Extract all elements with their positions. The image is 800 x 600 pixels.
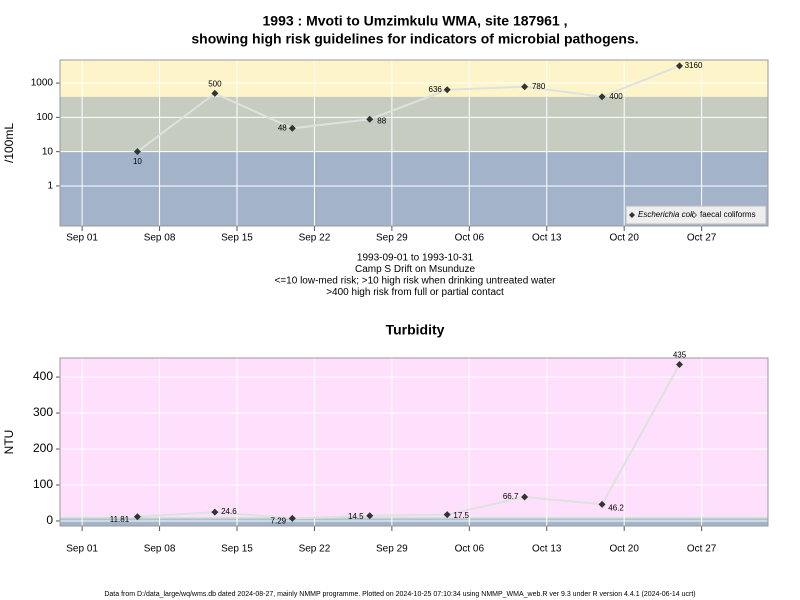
y-tick-label: 100 (33, 477, 53, 491)
data-point (443, 511, 451, 519)
risk-band (60, 96, 768, 152)
data-point (676, 360, 683, 368)
y-tick-label: 10 (42, 146, 54, 157)
y-tick-label: 0 (46, 513, 53, 527)
subtitle: <=10 low-med risk; >10 high risk when dr… (275, 276, 557, 287)
data-label: 48 (278, 123, 287, 132)
footer: Data from D:/data_large/wq/wms.db dated … (104, 591, 695, 598)
risk-band (60, 519, 768, 526)
series-line (136, 64, 680, 153)
data-point (598, 500, 606, 508)
data-point (211, 89, 219, 97)
subtitle: Camp S Drift on Msunduze (355, 264, 475, 275)
plot-frame (59, 357, 769, 527)
plot-frame (59, 59, 769, 227)
data-point (211, 508, 219, 516)
y-axis-label: /100mL (2, 123, 16, 163)
legend-label: faecal coliforms (700, 210, 756, 219)
data-label: 66.7 (503, 492, 519, 501)
data-label: 3160 (685, 61, 703, 70)
x-tick-label: Sep 01 (66, 233, 98, 244)
x-tick-label: Oct 27 (687, 233, 717, 244)
x-tick-label: Oct 20 (609, 233, 639, 244)
chart-title: showing high risk guidelines for indicat… (191, 31, 638, 47)
legend-marker (691, 212, 697, 218)
x-tick-label: Sep 22 (299, 544, 331, 555)
x-tick-label: Sep 22 (299, 233, 331, 244)
series-line (137, 363, 681, 520)
chart-title: Turbidity (386, 322, 445, 338)
data-point (598, 93, 606, 101)
x-tick-label: Oct 06 (455, 233, 485, 244)
y-tick-label: 300 (33, 405, 53, 419)
data-point (676, 62, 683, 70)
x-tick-label: Sep 01 (66, 544, 98, 555)
data-point (288, 514, 296, 522)
data-label: 14.5 (348, 512, 364, 521)
data-label: 435 (673, 351, 687, 360)
x-tick-label: Sep 08 (144, 233, 176, 244)
x-tick-label: Sep 15 (221, 544, 253, 555)
data-label: 636 (429, 85, 443, 94)
x-tick-label: Sep 08 (144, 544, 176, 555)
data-point (288, 124, 296, 132)
data-label: 11.81 (110, 515, 130, 524)
legend-box (625, 205, 767, 225)
x-tick-label: Oct 20 (609, 544, 639, 555)
risk-band (60, 60, 768, 97)
data-label: 780 (532, 82, 546, 91)
y-tick-label: 100 (36, 112, 53, 123)
data-point (133, 148, 141, 156)
data-label: 46.2 (608, 503, 624, 512)
data-label: 10 (133, 157, 142, 166)
legend-marker (629, 212, 635, 218)
y-axis-label: NTU (2, 430, 16, 455)
data-label: 500 (208, 79, 222, 88)
data-point (133, 513, 141, 521)
data-label: 88 (377, 116, 386, 125)
risk-band (60, 358, 768, 518)
x-tick-label: Sep 29 (376, 544, 408, 555)
data-point (443, 86, 451, 94)
chart-title: 1993 : Mvoti to Umzimkulu WMA, site 1879… (263, 13, 568, 29)
x-tick-label: Sep 29 (376, 233, 408, 244)
data-label: 400 (609, 92, 623, 101)
x-tick-label: Oct 13 (532, 544, 562, 555)
y-tick-label: 1000 (31, 78, 54, 89)
data-point (521, 493, 529, 501)
data-label: 7.29 (271, 516, 287, 525)
y-tick-label: 1 (47, 181, 53, 192)
x-tick-label: Oct 06 (455, 544, 485, 555)
x-tick-label: Oct 27 (687, 544, 717, 555)
x-tick-label: Oct 13 (532, 233, 562, 244)
data-point (366, 115, 374, 123)
data-point (366, 512, 374, 520)
y-tick-label: 400 (33, 369, 53, 383)
y-tick-label: 200 (33, 441, 53, 455)
data-label: 17.5 (453, 511, 469, 520)
x-tick-label: Sep 15 (221, 233, 253, 244)
data-label: 24.6 (221, 507, 237, 516)
legend-label: Escherichia coli (638, 210, 694, 219)
risk-band (60, 517, 768, 520)
subtitle: >400 high risk from full or partial cont… (326, 287, 504, 298)
subtitle: 1993-09-01 to 1993-10-31 (357, 253, 474, 264)
data-point (521, 83, 529, 91)
